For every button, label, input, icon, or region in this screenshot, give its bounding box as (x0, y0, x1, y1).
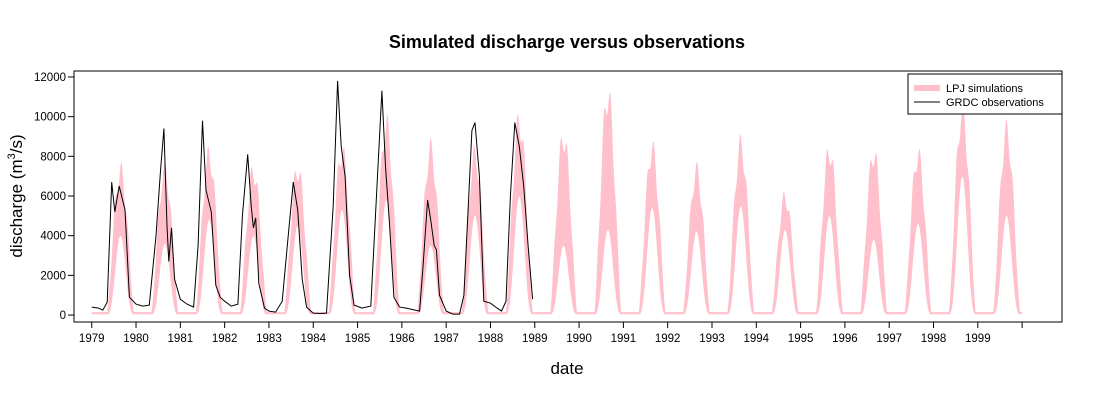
y-tick-label: 2000 (40, 270, 66, 282)
x-tick-label: 1984 (300, 333, 326, 345)
lpj-band-year-1983 (268, 171, 314, 315)
x-tick-label: 1989 (522, 333, 548, 345)
lpj-band-year-1982 (224, 167, 269, 315)
x-tick-label: 1986 (389, 333, 415, 345)
x-axis-label: date (550, 359, 583, 378)
lpj-band-year-1981 (180, 145, 225, 315)
x-tick-label: 1990 (566, 333, 592, 345)
x-tick-label: 1979 (79, 333, 105, 345)
x-tick-label: 1991 (611, 333, 637, 345)
grdc-observation-line-layer (91, 80, 534, 315)
y-axis: 0 2000 4000 6000 8000 10000 12000 (34, 72, 75, 322)
lpj-band-year-1979 (91, 162, 136, 315)
x-axis: 1979 1980 1981 1982 1983 1984 1985 1986 1987 1988… (79, 321, 1023, 345)
lpj-band-year-1999 (977, 118, 1023, 315)
x-tick-label: 1985 (345, 333, 371, 345)
lpj-simulation-band-layer (91, 91, 1023, 315)
x-tick-label: 1995 (788, 333, 814, 345)
lpj-band-year-1988 (490, 113, 535, 315)
lpj-band-year-1989 (534, 137, 580, 315)
lpj-band-year-1984 (313, 147, 358, 315)
lpj-band-year-1991 (623, 141, 668, 315)
lpj-band-year-1980 (136, 161, 181, 315)
y-axis-label-superscript: 3 (6, 153, 18, 159)
lpj-band-year-1993 (712, 134, 757, 315)
x-tick-label: 1997 (876, 333, 902, 345)
lpj-band-year-1998 (933, 97, 978, 315)
x-tick-label: 1999 (965, 333, 991, 345)
lpj-band-year-1994 (756, 191, 801, 315)
y-tick-label: 8000 (40, 151, 66, 163)
y-axis-label: discharge (m3/s) (6, 134, 26, 257)
x-tick-label: 1994 (743, 333, 769, 345)
x-tick-label: 1992 (655, 333, 681, 345)
lpj-band-year-1992 (667, 162, 712, 315)
lpj-band-year-1996 (844, 152, 890, 315)
x-tick-label: 1980 (123, 333, 149, 345)
x-tick-label: 1996 (832, 333, 858, 345)
y-axis-label-main: discharge (m (7, 159, 26, 257)
x-tick-label: 1993 (699, 333, 725, 345)
lpj-band-year-1986 (401, 137, 447, 315)
x-tick-label: 1982 (212, 333, 238, 345)
y-tick-label: 10000 (34, 112, 66, 124)
x-tick-label: 1987 (433, 333, 459, 345)
chart-title: Simulated discharge versus observations (389, 32, 745, 52)
lpj-band-year-1985 (357, 114, 402, 315)
x-tick-label: 1988 (478, 333, 504, 345)
legend: LPJ simulations GRDC observations (907, 73, 1063, 115)
legend-label-lpj: LPJ simulations (946, 83, 1024, 95)
legend-label-grdc: GRDC observations (946, 97, 1044, 109)
y-axis-label-suffix: /s) (7, 134, 26, 153)
lpj-band-year-1990 (579, 91, 624, 315)
y-tick-label: 4000 (40, 231, 66, 243)
lpj-band-year-1997 (889, 148, 934, 315)
y-tick-label: 6000 (40, 191, 66, 203)
x-tick-label: 1983 (256, 333, 282, 345)
x-tick-label: 1981 (168, 333, 194, 345)
y-tick-label: 0 (60, 310, 66, 322)
x-tick-label: 1998 (921, 333, 947, 345)
lpj-band-year-1995 (800, 148, 845, 315)
grdc-observation-line (91, 80, 534, 315)
legend-box (907, 73, 1063, 115)
y-tick-label: 12000 (34, 72, 66, 84)
